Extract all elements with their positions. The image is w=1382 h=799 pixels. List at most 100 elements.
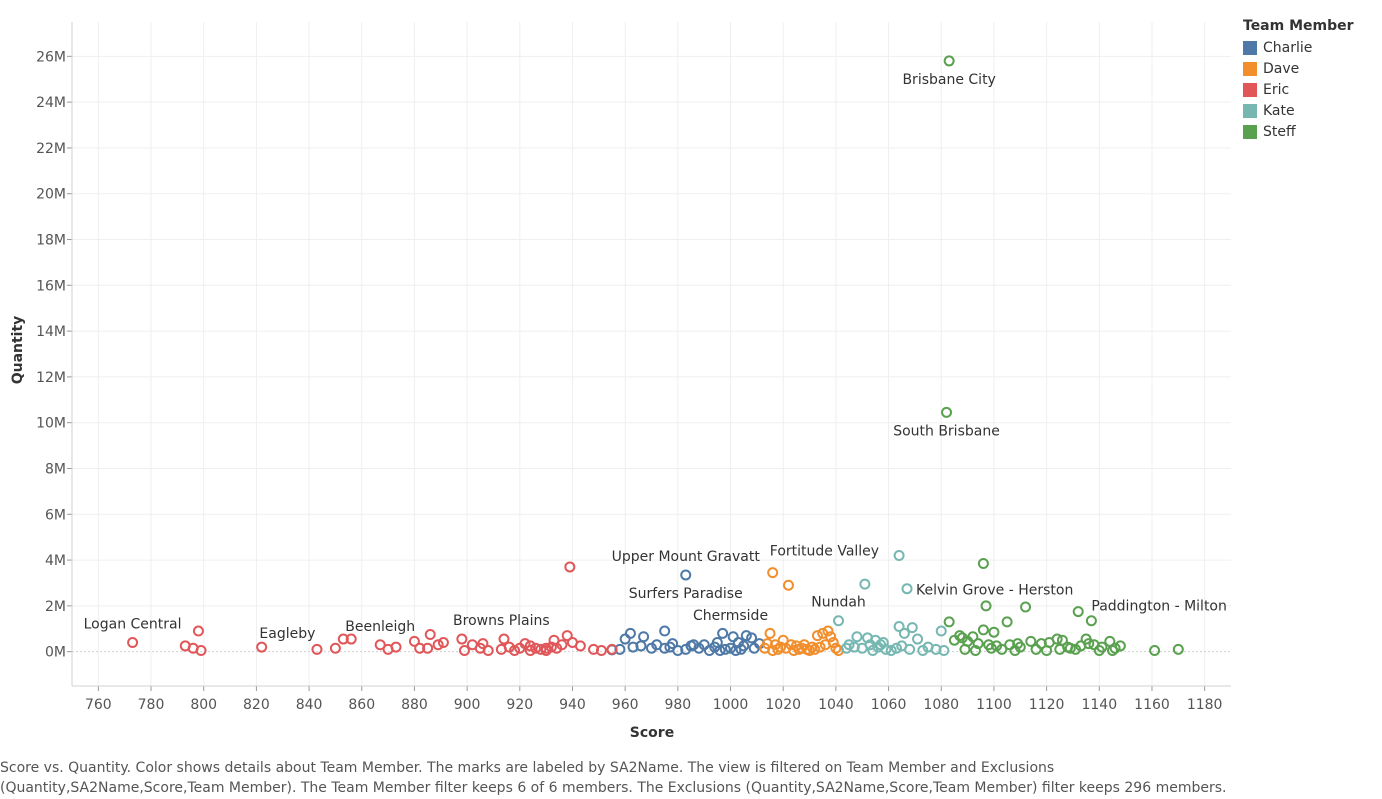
data-point-charlie	[619, 633, 631, 645]
chart-caption: Score vs. Quantity. Color shows details …	[0, 758, 1380, 798]
data-point-charlie	[688, 639, 700, 651]
legend-item-steff[interactable]: Steff	[1243, 121, 1354, 142]
data-point-dave	[830, 642, 842, 654]
data-point-charlie	[664, 641, 676, 653]
data-point-kate	[840, 642, 852, 654]
data-point-steff	[1149, 645, 1161, 657]
mark-label: Logan Central	[84, 616, 182, 632]
mark-label: Chermside	[693, 608, 768, 624]
legend-label: Eric	[1263, 81, 1290, 98]
y-tick-label: 14M	[36, 324, 66, 340]
data-point-kate	[893, 549, 905, 561]
x-tick-label: 940	[559, 697, 586, 713]
data-point-eric	[329, 642, 341, 654]
mark-labels: Brisbane City South Brisbane Upper Mount G…	[84, 72, 1227, 642]
data-point-steff	[1114, 640, 1126, 652]
data-point-kate	[893, 620, 905, 632]
x-tick-label: 880	[401, 697, 428, 713]
legend-label: Kate	[1263, 102, 1295, 119]
y-tick-label: 26M	[36, 49, 66, 65]
data-point-eric	[524, 640, 536, 652]
legend-item-dave[interactable]: Dave	[1243, 58, 1354, 79]
mark-label: Surfers Paradise	[629, 586, 743, 602]
legend-title: Team Member	[1243, 18, 1354, 34]
data-point-dave	[759, 642, 771, 654]
x-tick-label: 800	[190, 697, 217, 713]
x-tick-label: 1100	[976, 697, 1012, 713]
legend-item-eric[interactable]: Eric	[1243, 79, 1354, 100]
data-point-charlie	[614, 643, 626, 655]
data-point-kate	[935, 625, 947, 637]
data-point-charlie	[735, 643, 747, 655]
data-point-dave	[825, 631, 837, 643]
data-point-dave	[811, 630, 823, 642]
data-point-eric	[498, 633, 510, 645]
data-point-steff	[1020, 601, 1032, 613]
data-point-dave	[819, 639, 831, 651]
legend: Team Member Charlie Dave Eric Kate Steff	[1243, 18, 1354, 142]
data-point-charlie	[727, 631, 739, 643]
data-point-eric	[458, 645, 470, 657]
data-point-charlie	[719, 643, 731, 655]
legend-swatch	[1243, 61, 1257, 76]
x-tick-label: 1080	[923, 697, 959, 713]
data-points	[127, 55, 1184, 657]
legend-item-kate[interactable]: Kate	[1243, 100, 1354, 121]
legend-swatch	[1243, 124, 1257, 139]
data-point-dave	[782, 579, 794, 591]
data-point-dave	[822, 625, 834, 637]
data-point-eric	[482, 645, 494, 657]
data-point-eric	[556, 639, 568, 651]
y-axis-title: Quantity	[10, 316, 26, 385]
axes: 760 780 800 820 840 860 880 900 920 940 960 980 1000…	[36, 22, 1231, 713]
x-tick-label: 1020	[765, 697, 801, 713]
legend-item-charlie[interactable]: Charlie	[1243, 37, 1354, 58]
data-point-steff	[985, 642, 997, 654]
data-point-eric	[127, 636, 139, 648]
data-point-eric	[540, 642, 552, 654]
data-point-steff	[1072, 606, 1084, 618]
data-point-charlie	[624, 627, 636, 639]
data-point-steff	[1025, 635, 1037, 647]
data-point-kate	[851, 631, 863, 643]
x-tick-label: 780	[138, 697, 165, 713]
data-point-charlie	[730, 645, 742, 657]
mark-label: Browns Plains	[453, 613, 550, 629]
y-tick-label: 24M	[36, 95, 66, 111]
data-point-charlie	[725, 642, 737, 654]
data-point-eric	[422, 642, 434, 654]
y-tick-label: 20M	[36, 187, 66, 203]
data-point-eric	[337, 633, 349, 645]
mark-label: Beenleigh	[345, 619, 415, 635]
data-point-dave	[772, 643, 784, 655]
data-point-steff	[980, 600, 992, 612]
data-point-eric	[530, 642, 542, 654]
x-tick-label: 960	[612, 697, 639, 713]
data-point-eric	[524, 645, 536, 657]
legend-items: Charlie Dave Eric Kate Steff	[1243, 37, 1354, 142]
data-point-steff	[948, 634, 960, 646]
data-point-kate	[885, 645, 897, 657]
x-tick-label: 840	[296, 697, 323, 713]
data-point-steff	[996, 643, 1008, 655]
data-point-eric	[345, 633, 357, 645]
x-tick-label: 860	[348, 697, 375, 713]
data-point-kate	[904, 643, 916, 655]
data-point-kate	[898, 627, 910, 639]
y-tick-label: 10M	[36, 416, 66, 432]
data-point-steff	[941, 406, 953, 418]
data-point-dave	[767, 567, 779, 579]
y-tick-label: 16M	[36, 278, 66, 294]
grid-lines	[72, 22, 1231, 686]
data-point-eric	[311, 643, 323, 655]
data-point-eric	[561, 630, 573, 642]
data-point-eric	[519, 638, 531, 650]
data-point-eric	[545, 641, 557, 653]
data-point-dave	[788, 645, 800, 657]
x-tick-label: 980	[664, 697, 691, 713]
data-point-charlie	[714, 645, 726, 657]
data-point-steff	[1083, 638, 1095, 650]
x-tick-label: 1180	[1187, 697, 1223, 713]
data-point-eric	[606, 643, 618, 655]
y-tick-label: 2M	[45, 599, 66, 615]
